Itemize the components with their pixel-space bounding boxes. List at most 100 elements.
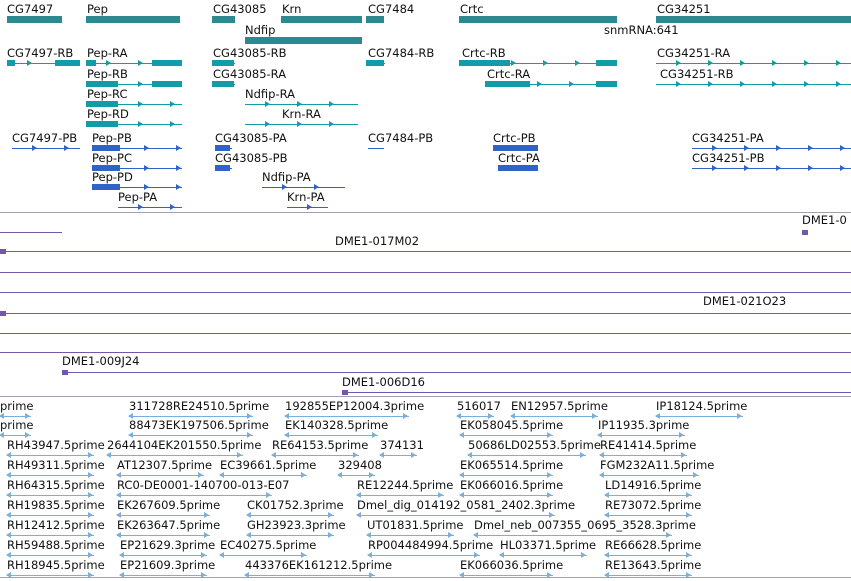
est-line[interactable] — [460, 435, 553, 436]
clone-line[interactable] — [0, 313, 851, 314]
transcript-label[interactable]: CG7497-PB — [12, 131, 78, 145]
est-label[interactable]: RE12244.5prime — [357, 478, 454, 492]
transcript-line[interactable] — [656, 84, 851, 85]
est-line[interactable] — [7, 535, 94, 536]
est-line[interactable] — [460, 575, 553, 576]
est-label[interactable]: EK267609.5prime — [117, 498, 221, 512]
est-line[interactable] — [0, 435, 31, 436]
gene-bar[interactable] — [366, 16, 384, 23]
gene-bar[interactable] — [245, 37, 362, 44]
est-line[interactable] — [605, 555, 692, 556]
est-line[interactable] — [598, 435, 685, 436]
est-label[interactable]: 443376EK161212.5prime — [245, 558, 393, 572]
est-label[interactable]: RH49311.5prime — [7, 458, 105, 472]
clone-line[interactable] — [342, 392, 851, 393]
est-line[interactable] — [120, 575, 207, 576]
est-label[interactable]: RH18945.5prime — [7, 558, 105, 572]
exon-block[interactable] — [215, 165, 230, 171]
est-line[interactable] — [7, 475, 94, 476]
clone-line[interactable] — [0, 333, 851, 334]
est-label[interactable]: RE13643.5prime — [605, 558, 702, 572]
transcript-label[interactable]: Krn-PA — [287, 190, 325, 204]
est-label[interactable]: RH19835.5prime — [7, 498, 105, 512]
transcript-line[interactable] — [485, 84, 617, 85]
transcript-line[interactable] — [12, 148, 80, 149]
est-label[interactable]: RH64315.5prime — [7, 478, 105, 492]
est-label[interactable]: EK066016.5prime — [460, 478, 564, 492]
est-line[interactable] — [107, 455, 244, 456]
clone-label[interactable]: DME1-021O23 — [703, 294, 787, 308]
transcript-label[interactable]: CG7497-RB — [7, 46, 74, 60]
est-label[interactable]: 50686LD02553.5prime — [468, 438, 601, 452]
gene-label[interactable]: Pep — [87, 2, 108, 16]
est-label[interactable]: EK065514.5prime — [460, 458, 564, 472]
est-line[interactable] — [285, 435, 378, 436]
transcript-line[interactable] — [86, 63, 182, 64]
clone-label[interactable]: DME1-017M02 — [335, 234, 420, 248]
transcript-label[interactable]: Pep-PA — [118, 190, 158, 204]
est-line[interactable] — [7, 455, 94, 456]
transcript-line[interactable] — [86, 124, 182, 125]
est-line[interactable] — [380, 455, 418, 456]
clone-label[interactable]: DME1-009J24 — [62, 354, 140, 368]
transcript-label[interactable]: CG43085-RA — [213, 67, 287, 81]
transcript-label[interactable]: Pep-RD — [87, 107, 129, 121]
est-line[interactable] — [460, 475, 553, 476]
est-line[interactable] — [220, 555, 307, 556]
clone-end-marker[interactable] — [0, 311, 6, 316]
est-line[interactable] — [357, 515, 556, 516]
est-line[interactable] — [605, 575, 692, 576]
clone-line[interactable] — [0, 251, 851, 252]
exon-block[interactable] — [596, 81, 617, 87]
transcript-label[interactable]: Krn-RA — [282, 107, 321, 121]
est-label[interactable]: 88473EK197506.5prime — [129, 418, 269, 432]
est-label[interactable]: 374131 — [380, 438, 424, 452]
est-line[interactable] — [605, 515, 692, 516]
transcript-label[interactable]: Pep-RC — [87, 87, 128, 101]
est-label[interactable]: EC40275.5prime — [220, 538, 317, 552]
est-line[interactable] — [247, 535, 334, 536]
est-label[interactable]: EP21629.3prime — [120, 538, 216, 552]
transcript-line[interactable] — [86, 84, 182, 85]
transcript-line[interactable] — [92, 148, 182, 149]
est-line[interactable] — [129, 416, 253, 417]
est-label[interactable]: EC39661.5prime — [220, 458, 317, 472]
transcript-line[interactable] — [459, 63, 617, 64]
est-line[interactable] — [457, 416, 495, 417]
est-label[interactable]: RH12412.5prime — [7, 518, 105, 532]
exon-block[interactable] — [152, 60, 182, 66]
est-line[interactable] — [7, 495, 94, 496]
est-line[interactable] — [129, 435, 253, 436]
est-line[interactable] — [600, 455, 687, 456]
est-line[interactable] — [272, 455, 359, 456]
est-label[interactable]: EK263647.5prime — [117, 518, 221, 532]
exon-block[interactable] — [366, 60, 384, 66]
exon-block[interactable] — [212, 60, 234, 66]
est-line[interactable] — [117, 535, 210, 536]
exon-block[interactable] — [86, 101, 118, 107]
transcript-label[interactable]: CG34251-RB — [660, 67, 734, 81]
est-label[interactable]: LD14916.5prime — [605, 478, 702, 492]
transcript-label[interactable]: CG43085-RB — [213, 46, 287, 60]
est-line[interactable] — [600, 475, 700, 476]
exon-block[interactable] — [86, 60, 96, 66]
transcript-label[interactable]: Pep-PB — [92, 131, 132, 145]
transcript-line[interactable] — [262, 187, 345, 188]
est-label[interactable]: EK066036.5prime — [460, 558, 564, 572]
clone-line[interactable] — [0, 292, 851, 293]
transcript-label[interactable]: Crtc-PA — [498, 151, 540, 165]
est-label[interactable]: AT12307.5prime — [117, 458, 213, 472]
est-label[interactable]: EK058045.5prime — [460, 418, 564, 432]
exon-block[interactable] — [86, 121, 118, 127]
est-label[interactable]: EP21609.3prime — [120, 558, 216, 572]
est-line[interactable] — [468, 455, 586, 456]
est-line[interactable] — [500, 555, 587, 556]
clone-end-marker[interactable] — [62, 370, 68, 375]
gene-label[interactable]: CG34251 — [657, 2, 711, 16]
est-label[interactable]: CK01752.3prime — [247, 498, 344, 512]
est-label[interactable]: RH43947.5prime — [7, 438, 105, 452]
transcript-label[interactable]: Ndfip-PA — [262, 170, 311, 184]
est-line[interactable] — [120, 555, 207, 556]
exon-block[interactable] — [92, 184, 120, 190]
est-label[interactable]: Dmel_dig_014192_0581_2402.3prime — [357, 498, 576, 512]
